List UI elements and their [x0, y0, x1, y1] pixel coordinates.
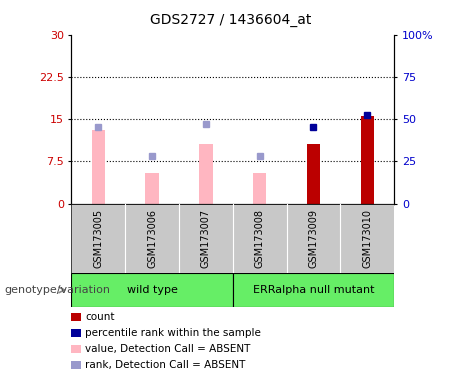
- Text: GDS2727 / 1436604_at: GDS2727 / 1436604_at: [150, 13, 311, 27]
- Text: genotype/variation: genotype/variation: [5, 285, 111, 295]
- Text: GSM173007: GSM173007: [201, 209, 211, 268]
- Text: value, Detection Call = ABSENT: value, Detection Call = ABSENT: [85, 344, 251, 354]
- Bar: [233, 273, 394, 307]
- Text: GSM173006: GSM173006: [147, 209, 157, 268]
- Text: GSM173008: GSM173008: [254, 209, 265, 268]
- Text: ERRalpha null mutant: ERRalpha null mutant: [253, 285, 374, 295]
- Bar: [253, 172, 266, 204]
- Text: percentile rank within the sample: percentile rank within the sample: [85, 328, 261, 338]
- Text: wild type: wild type: [127, 285, 177, 295]
- Bar: [361, 116, 374, 204]
- Bar: [307, 144, 320, 204]
- Bar: [92, 130, 105, 204]
- Text: GSM173005: GSM173005: [93, 209, 103, 268]
- Bar: [71, 273, 233, 307]
- Bar: [199, 144, 213, 204]
- Text: count: count: [85, 312, 115, 322]
- Text: GSM173010: GSM173010: [362, 209, 372, 268]
- Bar: [145, 172, 159, 204]
- Text: GSM173009: GSM173009: [308, 209, 319, 268]
- Text: rank, Detection Call = ABSENT: rank, Detection Call = ABSENT: [85, 360, 246, 370]
